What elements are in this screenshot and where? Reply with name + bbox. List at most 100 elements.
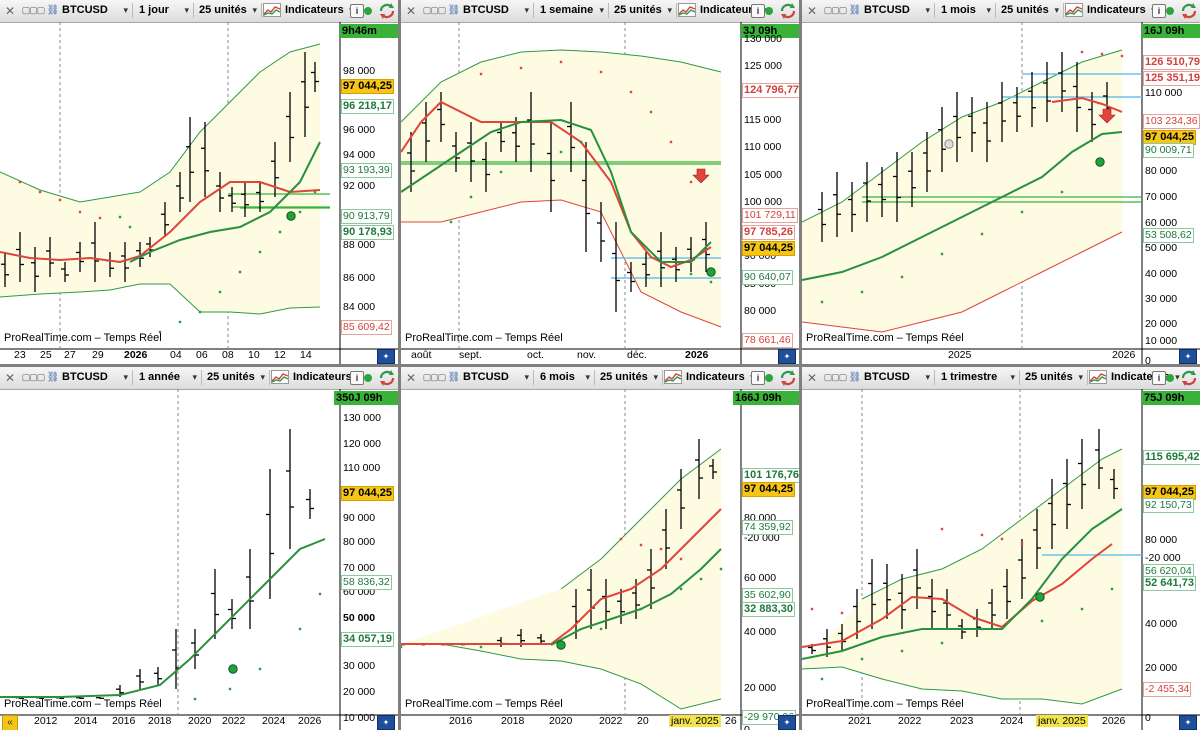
sync-icon[interactable] bbox=[779, 2, 797, 20]
zoom-arrows-icon[interactable]: ✦ bbox=[1179, 349, 1197, 364]
indicator-value-label: 85 609,42 bbox=[341, 320, 392, 335]
link-icon[interactable]: ⛓ bbox=[46, 5, 60, 16]
info-icon[interactable]: i bbox=[751, 4, 765, 18]
symbol-selector[interactable]: BTCUSD ▾ bbox=[463, 3, 534, 18]
close-icon[interactable]: ✕ bbox=[405, 370, 417, 385]
units-selector[interactable]: 25 unités ▾ bbox=[195, 3, 262, 18]
link-icon[interactable]: ⛓ bbox=[447, 372, 461, 383]
sync-icon[interactable] bbox=[378, 2, 396, 20]
close-icon[interactable]: ✕ bbox=[4, 3, 16, 18]
zoom-arrows-icon[interactable]: ✦ bbox=[778, 715, 796, 730]
units-selector[interactable]: 25 unités ▾ bbox=[997, 3, 1064, 18]
indicators-button[interactable]: Indicateurs▾ bbox=[271, 369, 362, 386]
period-selector[interactable]: 1 année ▾ bbox=[135, 370, 202, 385]
units-selector[interactable]: 25 unités ▾ bbox=[610, 3, 677, 18]
last-price-label: 97 044,25 bbox=[742, 482, 795, 497]
timer-badge: 166J 09h bbox=[733, 391, 799, 405]
copy-windows-icon[interactable]: ▢▢▢ bbox=[823, 5, 848, 15]
chevron-down-icon: ▾ bbox=[986, 5, 991, 15]
copy-windows-icon[interactable]: ▢▢▢ bbox=[422, 5, 447, 15]
copy-windows-icon[interactable]: ▢▢▢ bbox=[21, 5, 46, 15]
units-selector[interactable]: 25 unités ▾ bbox=[203, 370, 270, 385]
parabolic-sar-dot bbox=[198, 310, 202, 314]
chart-panel-1[interactable]: ✕ ▢▢▢ ⛓ BTCUSD ▾ 1 jour ▾ 25 unités ▾ Indicateurs… bbox=[0, 0, 398, 364]
info-icon[interactable]: i bbox=[1152, 4, 1166, 18]
price-chart[interactable] bbox=[401, 389, 799, 730]
ohlc-bar bbox=[172, 629, 180, 689]
period-selector[interactable]: 6 mois ▾ bbox=[536, 370, 595, 385]
symbol-selector[interactable]: BTCUSD ▾ bbox=[62, 370, 133, 385]
copy-windows-icon[interactable]: ▢▢▢ bbox=[823, 372, 848, 382]
bollinger-upper-line bbox=[0, 43, 321, 203]
indicator-value-label: 124 796,77 bbox=[742, 83, 799, 98]
price-chart[interactable] bbox=[401, 22, 799, 364]
last-price-label: 97 044,25 bbox=[341, 486, 394, 501]
y-axis-tick-label: 125 000 bbox=[744, 60, 782, 72]
sync-icon[interactable] bbox=[1180, 369, 1198, 387]
indicators-button[interactable]: Indicateurs▾ bbox=[664, 369, 755, 386]
copy-windows-icon[interactable]: ▢▢▢ bbox=[422, 372, 447, 382]
price-chart[interactable] bbox=[802, 22, 1200, 364]
parabolic-sar-dot bbox=[840, 611, 844, 615]
ohlc-bar bbox=[567, 102, 575, 172]
zoom-arrows-icon[interactable]: ✦ bbox=[1179, 715, 1197, 730]
symbol-selector[interactable]: BTCUSD ▾ bbox=[62, 3, 133, 18]
link-icon[interactable]: ⛓ bbox=[848, 372, 862, 383]
close-icon[interactable]: ✕ bbox=[806, 3, 818, 18]
ohlc-bar bbox=[266, 469, 274, 599]
period-selector[interactable]: 1 mois ▾ bbox=[937, 3, 996, 18]
copy-windows-icon[interactable]: ▢▢▢ bbox=[21, 372, 46, 382]
y-axis-tick-label: 80 000 bbox=[343, 536, 376, 548]
units-selector[interactable]: 25 unités ▾ bbox=[596, 370, 663, 385]
close-icon[interactable]: ✕ bbox=[405, 3, 417, 18]
price-chart[interactable] bbox=[802, 389, 1200, 730]
y-axis-tick-label: 92 000 bbox=[343, 180, 376, 192]
units-selector[interactable]: 25 unités ▾ bbox=[1021, 370, 1088, 385]
link-icon[interactable]: ⛓ bbox=[46, 372, 60, 383]
ohlc-bar bbox=[928, 579, 936, 629]
chart-panel-6[interactable]: ✕ ▢▢▢ ⛓ BTCUSD ▾ 1 trimestre ▾ 25 unités ▾ Indica… bbox=[802, 367, 1200, 730]
chart-panel-5[interactable]: ✕ ▢▢▢ ⛓ BTCUSD ▾ 6 mois ▾ 25 unités ▾ Indicateurs… bbox=[401, 367, 799, 730]
scroll-left-button[interactable]: « bbox=[2, 715, 18, 730]
ohlc-bar bbox=[868, 559, 876, 629]
period-label: 6 mois bbox=[540, 371, 575, 383]
link-icon[interactable]: ⛓ bbox=[447, 5, 461, 16]
symbol-selector[interactable]: BTCUSD ▾ bbox=[864, 3, 935, 18]
sync-icon[interactable] bbox=[779, 369, 797, 387]
bollinger-lower-line bbox=[401, 199, 722, 328]
sync-icon[interactable] bbox=[378, 369, 396, 387]
ohlc-bar bbox=[642, 252, 650, 287]
zoom-arrows-icon[interactable]: ✦ bbox=[377, 715, 395, 730]
info-icon[interactable]: i bbox=[350, 4, 364, 18]
x-axis-tick-label: 04 bbox=[170, 349, 182, 361]
chart-panel-2[interactable]: ✕ ▢▢▢ ⛓ BTCUSD ▾ 1 semaine ▾ 25 unités ▾ Indicate… bbox=[401, 0, 799, 364]
period-selector[interactable]: 1 semaine ▾ bbox=[536, 3, 609, 18]
y-axis-tick-label: 70 000 bbox=[343, 562, 376, 574]
indicators-button[interactable]: Indicateurs▾ bbox=[263, 2, 354, 19]
zoom-arrows-icon[interactable]: ✦ bbox=[377, 349, 395, 364]
period-selector[interactable]: 1 jour ▾ bbox=[135, 3, 194, 18]
chevron-down-icon: ▾ bbox=[524, 372, 529, 382]
indicators-button[interactable]: Indicateurs▾ bbox=[678, 2, 769, 19]
indicator-value-label: 32 883,30 bbox=[742, 602, 795, 617]
info-icon[interactable]: i bbox=[1152, 371, 1166, 385]
price-chart[interactable] bbox=[0, 22, 398, 364]
zoom-arrows-icon[interactable]: ✦ bbox=[778, 349, 796, 364]
symbol-selector[interactable]: BTCUSD ▾ bbox=[864, 370, 935, 385]
sync-icon[interactable] bbox=[1180, 2, 1198, 20]
price-chart[interactable] bbox=[0, 389, 398, 730]
close-icon[interactable]: ✕ bbox=[4, 370, 16, 385]
symbol-selector[interactable]: BTCUSD ▾ bbox=[463, 370, 534, 385]
chart-panel-3[interactable]: ✕ ▢▢▢ ⛓ BTCUSD ▾ 1 mois ▾ 25 unités ▾ Indicateurs… bbox=[802, 0, 1200, 364]
ohlc-bar bbox=[1028, 72, 1036, 127]
close-icon[interactable]: ✕ bbox=[806, 370, 818, 385]
indicators-button[interactable]: Indicateurs▾ bbox=[1065, 2, 1156, 19]
info-icon[interactable]: i bbox=[751, 371, 765, 385]
period-selector[interactable]: 1 trimestre ▾ bbox=[937, 370, 1020, 385]
parabolic-sar-dot bbox=[689, 180, 693, 184]
info-icon[interactable]: i bbox=[350, 371, 364, 385]
link-icon[interactable]: ⛓ bbox=[848, 5, 862, 16]
y-axis-tick-label: -20 000 bbox=[744, 532, 780, 544]
indicator-chart-icon bbox=[1065, 3, 1083, 17]
chart-panel-4[interactable]: ✕ ▢▢▢ ⛓ BTCUSD ▾ 1 année ▾ 25 unités ▾ Indicateur… bbox=[0, 367, 398, 730]
